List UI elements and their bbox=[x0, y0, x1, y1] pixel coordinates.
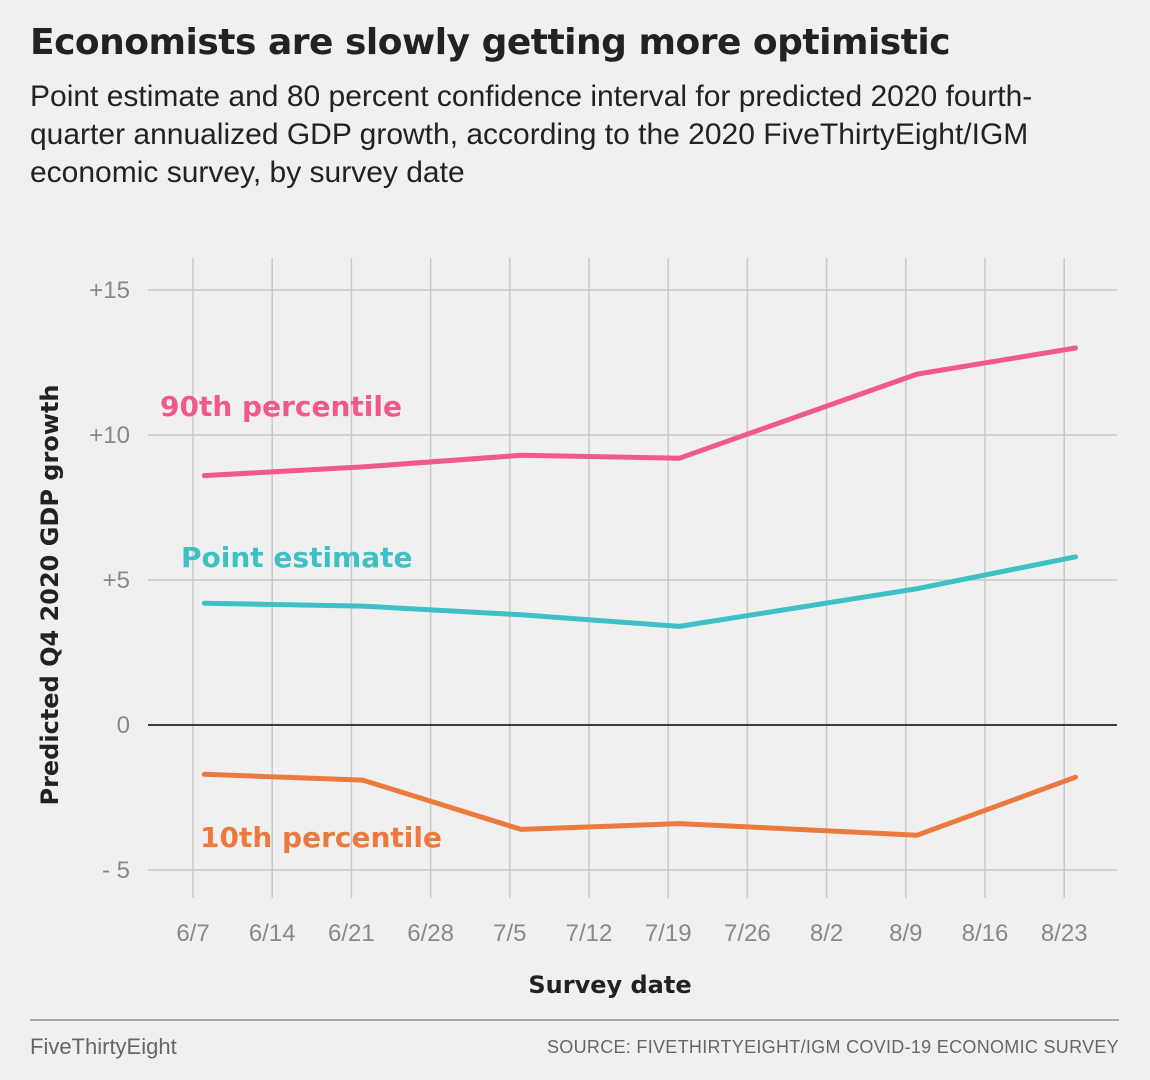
x-tick-label-7-5: 7/5 bbox=[493, 920, 526, 947]
series-label-p90: 90th percentile bbox=[160, 390, 402, 423]
x-tick-label-8-23: 8/23 bbox=[1041, 920, 1088, 947]
x-tick-label-8-16: 8/16 bbox=[962, 920, 1009, 947]
x-tick-label-8-9: 8/9 bbox=[889, 920, 922, 947]
footer-divider bbox=[30, 1019, 1119, 1021]
x-tick-label-8-2: 8/2 bbox=[810, 920, 843, 947]
x-tick-label-6-21: 6/21 bbox=[328, 920, 375, 947]
x-tick-label-6-7: 6/7 bbox=[176, 920, 209, 947]
y-axis-ticks: +15 +10 +5 0 - 5 bbox=[89, 277, 130, 884]
series-lines bbox=[201, 345, 1078, 838]
series-line-point bbox=[201, 554, 1078, 629]
x-tick-label-7-19: 7/19 bbox=[645, 920, 692, 947]
y-tick-label-15: +15 bbox=[89, 277, 130, 304]
x-tick-label-6-14: 6/14 bbox=[249, 920, 296, 947]
chart-subtitle: Point estimate and 80 percent confidence… bbox=[30, 80, 1033, 189]
y-tick-label-10: +10 bbox=[89, 422, 130, 449]
y-tick-label-0: 0 bbox=[117, 712, 130, 739]
x-tick-label-7-12: 7/12 bbox=[566, 920, 613, 947]
series-line-p10 bbox=[201, 771, 1078, 838]
gdp-growth-chart: +15 +10 +5 0 - 5 6/7 6/14 6/21 6/28 7/5 7/12 7/19 7… bbox=[36, 258, 1117, 999]
x-axis-ticks: 6/7 6/14 6/21 6/28 7/5 7/12 7/19 7/26 8/2 8/9 8/16… bbox=[176, 920, 1087, 947]
source-note: SOURCE: FIVETHIRTYEIGHT/IGM COVID-19 ECO… bbox=[546, 1037, 1119, 1057]
series-label-point: Point estimate bbox=[181, 541, 413, 574]
brand-logo-text: FiveThirtyEight bbox=[30, 1034, 177, 1059]
x-axis-title: Survey date bbox=[528, 971, 691, 999]
x-tick-label-6-28: 6/28 bbox=[407, 920, 454, 947]
series-labels: 90th percentile Point estimate 10th percen… bbox=[160, 390, 442, 854]
chart-title: Economists are slowly getting more optim… bbox=[30, 22, 951, 63]
gridlines bbox=[148, 258, 1117, 898]
x-tick-label-7-26: 7/26 bbox=[724, 920, 771, 947]
series-line-p90 bbox=[201, 345, 1078, 479]
y-tick-label-5: +5 bbox=[103, 567, 130, 594]
y-tick-label--5: - 5 bbox=[102, 857, 130, 884]
series-label-p10: 10th percentile bbox=[200, 821, 442, 854]
y-axis-title: Predicted Q4 2020 GDP growth bbox=[36, 384, 64, 805]
